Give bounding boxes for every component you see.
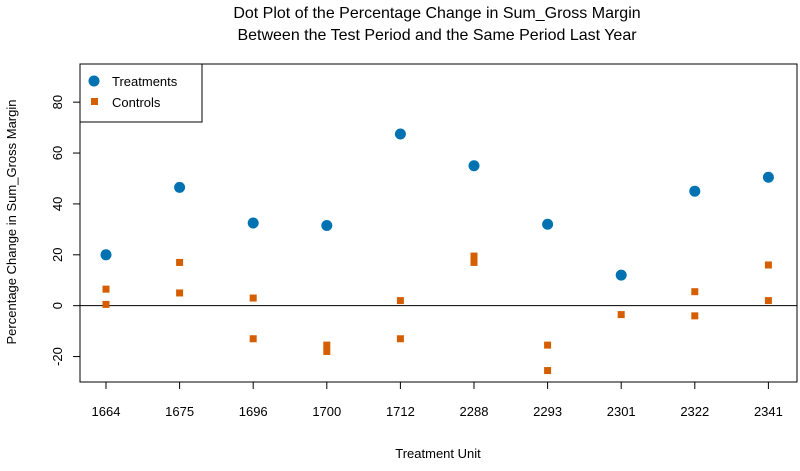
- control-point: [691, 312, 699, 320]
- x-axis-title: Treatment Unit: [395, 446, 481, 461]
- control-point: [396, 335, 404, 343]
- chart-subtitle: Between the Test Period and the Same Per…: [237, 27, 637, 44]
- control-point: [249, 294, 257, 302]
- y-axis: -20 0 20 40 60 80: [50, 95, 81, 366]
- control-point: [617, 311, 625, 319]
- control-point: [102, 285, 110, 293]
- treatment-point: [689, 185, 701, 197]
- data-marks: [100, 128, 774, 375]
- treatment-point: [615, 269, 627, 281]
- treatment-point: [321, 220, 333, 232]
- x-tick-label: 2322: [680, 404, 709, 419]
- y-tick-label: 80: [50, 95, 65, 109]
- x-tick-label: 1664: [92, 404, 121, 419]
- treatment-point: [468, 160, 480, 172]
- y-axis-title: Percentage Change in Sum_Gross Margin: [4, 100, 19, 345]
- x-tick-label: 2301: [607, 404, 636, 419]
- control-point: [176, 258, 184, 266]
- treatment-point: [174, 181, 186, 193]
- control-point: [544, 367, 552, 375]
- control-point: [470, 252, 478, 260]
- control-point: [102, 300, 110, 308]
- x-axis: 1664 1675 1696 1700 1712 2288 2293 2301 2322 2341: [92, 381, 783, 419]
- treatment-point: [247, 217, 259, 229]
- legend-controls-marker: [91, 98, 98, 105]
- y-tick-label: 60: [50, 146, 65, 160]
- legend-controls-label: Controls: [112, 95, 161, 110]
- control-point: [764, 297, 772, 305]
- treatment-point: [394, 128, 406, 140]
- control-point: [249, 335, 257, 343]
- control-point: [544, 341, 552, 349]
- x-tick-label: 1675: [165, 404, 194, 419]
- control-point: [470, 258, 478, 266]
- control-point: [396, 297, 404, 305]
- treatment-point: [762, 171, 774, 183]
- control-point: [176, 289, 184, 297]
- legend: Treatments Controls: [79, 63, 203, 123]
- x-tick-label: 1696: [239, 404, 268, 419]
- y-tick-label: -20: [50, 347, 65, 366]
- legend-box: [79, 63, 203, 123]
- x-tick-label: 1700: [312, 404, 341, 419]
- control-point: [691, 288, 699, 296]
- treatment-point: [100, 249, 112, 261]
- y-tick-label: 20: [50, 248, 65, 262]
- x-tick-label: 2341: [754, 404, 783, 419]
- x-tick-label: 2293: [533, 404, 562, 419]
- x-tick-label: 2288: [460, 404, 489, 419]
- chart-title: Dot Plot of the Percentage Change in Sum…: [233, 5, 640, 22]
- y-tick-label: 0: [50, 302, 65, 309]
- treatment-point: [542, 218, 554, 230]
- control-point: [323, 347, 331, 355]
- control-point: [323, 341, 331, 349]
- legend-treatments-marker: [88, 75, 100, 87]
- y-tick-label: 40: [50, 197, 65, 211]
- control-point: [764, 261, 772, 269]
- x-tick-label: 1712: [386, 404, 415, 419]
- legend-treatments-label: Treatments: [112, 74, 178, 89]
